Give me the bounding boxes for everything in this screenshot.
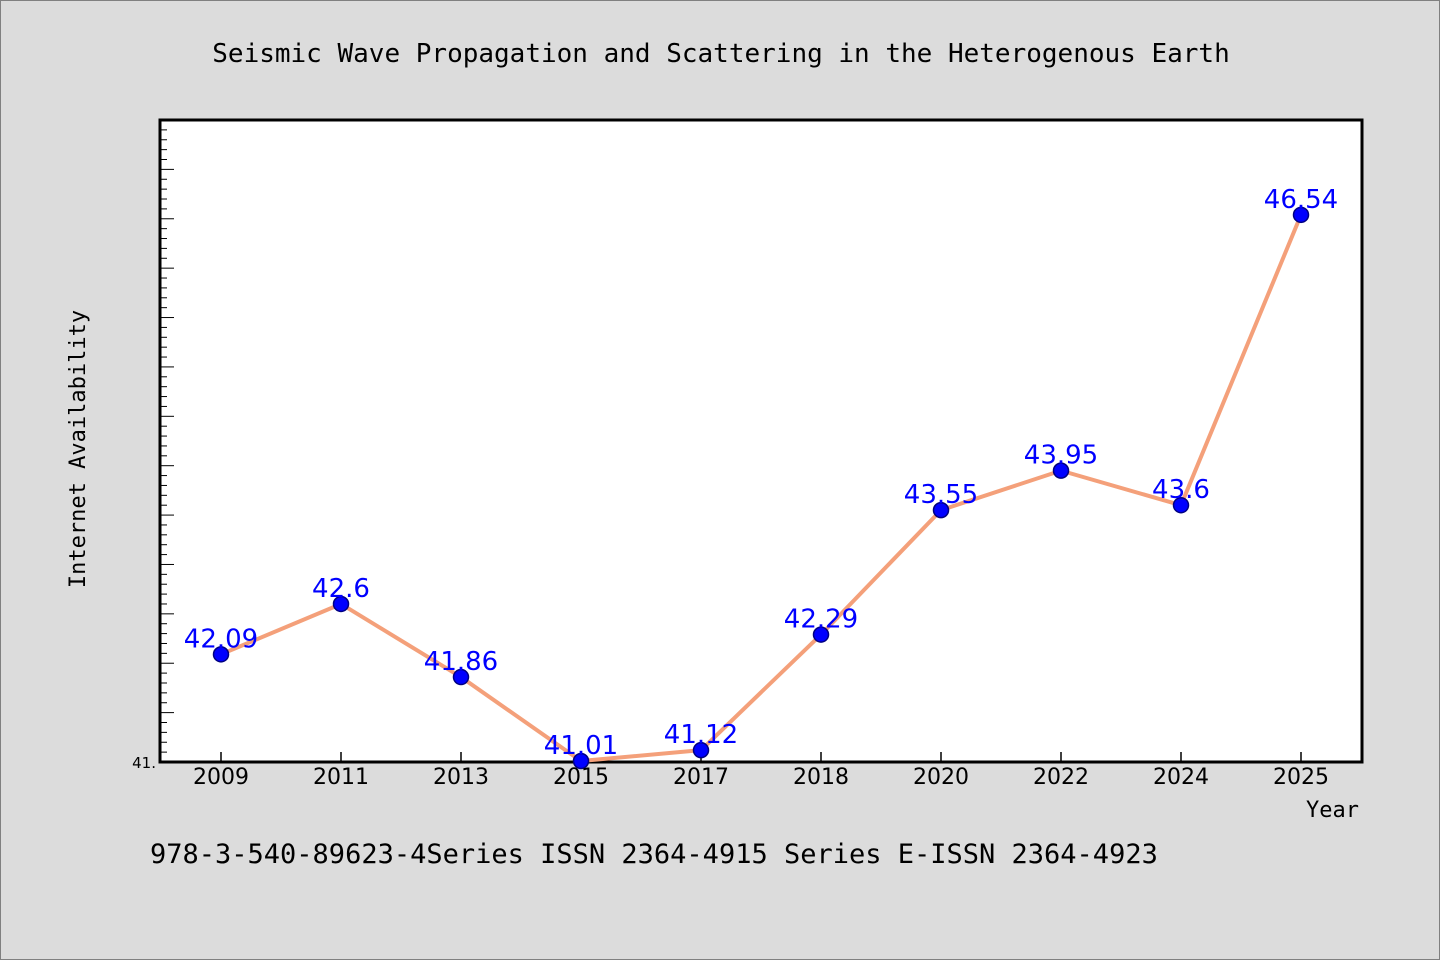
data-label: 41.86 [424, 647, 498, 677]
x-tick-label: 2024 [1153, 765, 1209, 790]
data-point [1292, 206, 1310, 224]
data-point [212, 646, 230, 663]
data-label: 41.12 [664, 720, 738, 750]
y-axis-title: Internet Availability [66, 310, 91, 588]
data-label: 41.01 [544, 731, 618, 761]
plot-area [160, 120, 1362, 762]
data-label: 42.29 [784, 605, 858, 635]
data-point [812, 626, 830, 643]
x-tick-label: 2011 [313, 765, 369, 790]
data-point [932, 501, 950, 519]
y-tick-label: 41. [132, 754, 156, 772]
x-tick-label: 2009 [193, 765, 249, 790]
data-label: 43.95 [1024, 441, 1098, 471]
data-point [1172, 496, 1190, 514]
plot-frame [158, 118, 1364, 764]
data-point [1052, 462, 1070, 479]
x-tick-label: 2017 [673, 765, 729, 790]
data-label: 42.6 [312, 574, 370, 604]
x-tick-label: 2025 [1273, 765, 1329, 790]
x-axis-ticks [220, 752, 1302, 762]
data-markers [212, 206, 1310, 770]
data-label: 43.6 [1152, 475, 1210, 505]
x-tick-label: 2022 [1033, 765, 1089, 790]
data-labels: 42.09 42.6 41.86 41.01 41.12 42.29 43.55 43.95 4… [184, 185, 1338, 761]
data-point [452, 668, 470, 686]
x-tick-label: 2020 [913, 765, 969, 790]
footer-text: 978-3-540-89623-4Series ISSN 2364-4915 S… [150, 839, 1158, 870]
data-point [572, 752, 590, 770]
data-point [692, 741, 710, 759]
x-tick-labels: 2009 2011 2013 2015 2017 2018 2020 2022 2024 2025 [193, 765, 1329, 790]
series-line [220, 214, 1303, 764]
data-label: 46.54 [1264, 185, 1338, 215]
x-tick-label: 2013 [433, 765, 489, 790]
data-label: 42.09 [184, 624, 258, 654]
data-label: 43.55 [904, 480, 978, 510]
data-point [332, 595, 350, 613]
x-tick-label: 2015 [553, 765, 609, 790]
chart-title: Seismic Wave Propagation and Scattering … [212, 39, 1229, 69]
x-tick-label: 2018 [793, 765, 849, 790]
x-axis-title: Year [1306, 798, 1359, 823]
